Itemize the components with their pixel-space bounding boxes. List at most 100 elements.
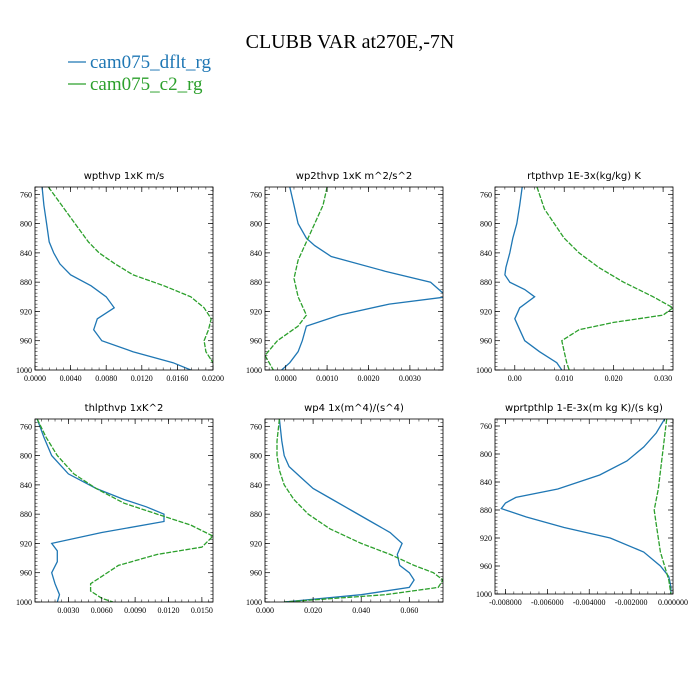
y-tick-label: 920	[20, 539, 32, 548]
y-tick-label: 960	[480, 337, 492, 346]
plot-frame	[494, 186, 674, 371]
plot-frame	[494, 418, 674, 595]
y-tick-label: 880	[480, 506, 492, 515]
y-tick-label: 920	[250, 307, 262, 316]
y-tick-label: 1000	[246, 598, 262, 607]
x-tick-label: -0.004000	[573, 598, 606, 607]
y-tick-label: 1000	[476, 366, 492, 375]
y-tick-label: 760	[20, 422, 32, 431]
y-tick-label: 920	[480, 307, 492, 316]
y-tick-label: 760	[250, 422, 262, 431]
y-tick-label: 800	[480, 450, 492, 459]
panel-title: thlpthvp 1xK^2	[85, 403, 164, 414]
x-tick-label: 0.020	[605, 374, 623, 383]
series-line-2	[276, 419, 443, 602]
y-tick-label: 880	[250, 510, 262, 519]
x-tick-label: 0.0080	[95, 374, 117, 383]
x-tick-label: -0.008000	[489, 598, 522, 607]
y-tick-label: 800	[250, 220, 262, 229]
y-tick-label: 840	[250, 481, 262, 490]
y-tick-label: 1000	[476, 590, 492, 599]
x-tick-label: 0.0040	[60, 374, 82, 383]
y-tick-label: 880	[250, 278, 262, 287]
y-tick-label: 800	[20, 220, 32, 229]
x-tick-label: 0.0120	[158, 606, 180, 615]
plot-frame	[264, 418, 444, 603]
x-tick-label: 0.0000	[275, 374, 297, 383]
y-tick-label: 840	[20, 481, 32, 490]
legend-label-1: cam075_dflt_rg	[90, 52, 212, 73]
series-line-2	[47, 187, 213, 365]
y-tick-label: 920	[20, 307, 32, 316]
x-tick-label: 0.010	[555, 374, 573, 383]
y-tick-label: 840	[480, 478, 492, 487]
series-line-1	[500, 419, 672, 594]
y-tick-label: 760	[480, 422, 492, 431]
y-tick-label: 960	[250, 337, 262, 346]
y-tick-label: 880	[20, 510, 32, 519]
chart-panel-2: wp2thvp 1xK m^2/s^2 760 800 840 880 920 960 100…	[246, 171, 444, 383]
y-tick-label: 880	[20, 278, 32, 287]
y-tick-label: 960	[250, 569, 262, 578]
y-tick-label: 840	[250, 249, 262, 258]
x-tick-label: 0.0000	[24, 374, 46, 383]
y-tick-label: 1000	[246, 366, 262, 375]
y-tick-label: 840	[20, 249, 32, 258]
y-tick-label: 960	[20, 569, 32, 578]
plot-frame	[34, 186, 214, 371]
x-tick-label: 0.0200	[202, 374, 224, 383]
legend-label-2: cam075_c2_rg	[90, 74, 203, 95]
panels: wpthvp 1xK m/s76080084088092096010000.00…	[16, 171, 688, 615]
y-tick-label: 960	[480, 562, 492, 571]
x-tick-label: 0.020	[304, 606, 322, 615]
x-tick-label: 0.000000	[658, 598, 688, 607]
x-tick-label: 0.00	[508, 374, 522, 383]
x-tick-label: -0.006000	[531, 598, 564, 607]
chart-panel-1: wpthvp 1xK m/s76080084088092096010000.00…	[16, 171, 224, 383]
chart-panel-4: thlpthvp 1xK^2 760 800 840 880 920 960 1000 0.00…	[16, 403, 214, 615]
legend: cam075_dflt_rg cam075_c2_rg	[68, 52, 212, 95]
series-line-1	[41, 187, 192, 370]
x-tick-label: 0.0160	[166, 374, 188, 383]
chart-panel-3: rtpthvp 1E-3x(kg/kg) K 760 800 840 880 920 960…	[476, 171, 674, 383]
series-line-1	[278, 419, 415, 602]
x-tick-label: 0.0120	[131, 374, 153, 383]
x-tick-label: 0.030	[654, 374, 672, 383]
panel-title: rtpthvp 1E-3x(kg/kg) K	[527, 171, 641, 182]
y-tick-label: 760	[480, 190, 492, 199]
series-line-2	[536, 187, 673, 370]
x-tick-label: 0.0020	[357, 374, 379, 383]
x-tick-label: 0.000	[256, 606, 274, 615]
x-tick-label: 0.0060	[91, 606, 113, 615]
y-tick-label: 760	[20, 190, 32, 199]
x-tick-label: 0.040	[352, 606, 370, 615]
y-tick-label: 1000	[16, 598, 32, 607]
x-tick-label: 0.060	[400, 606, 418, 615]
y-tick-label: 920	[480, 534, 492, 543]
panel-title: wpthvp 1xK m/s	[84, 171, 165, 182]
chart-panel-5: wp4 1x(m^4)/(s^4)76080084088092096010000…	[246, 403, 444, 615]
y-tick-label: 920	[250, 539, 262, 548]
y-tick-label: 800	[480, 220, 492, 229]
x-tick-label: 0.0030	[57, 606, 79, 615]
series-line-1	[281, 187, 443, 370]
series-line-1	[36, 419, 165, 602]
y-tick-label: 960	[20, 337, 32, 346]
series-line-1	[504, 187, 563, 370]
y-tick-label: 760	[250, 190, 262, 199]
y-tick-label: 1000	[16, 366, 32, 375]
x-tick-label: 0.0030	[399, 374, 421, 383]
figure-title: CLUBB VAR at270E,-7N	[246, 31, 455, 53]
x-tick-label: 0.0010	[316, 374, 338, 383]
series-line-2	[36, 419, 213, 602]
panel-title: wp2thvp 1xK m^2/s^2	[296, 171, 412, 182]
panel-title: wp4 1x(m^4)/(s^4)	[304, 403, 404, 414]
x-tick-label: 0.0090	[124, 606, 146, 615]
x-tick-label: -0.002000	[615, 598, 648, 607]
chart-panel-6: wprtpthlp 1-E-3x(m kg K)/(s kg) 760 800 840…	[476, 403, 688, 607]
plot-frame	[34, 418, 214, 603]
series-line-2	[653, 419, 672, 594]
y-tick-label: 840	[480, 249, 492, 258]
panel-title: wprtpthlp 1-E-3x(m kg K)/(s kg)	[505, 403, 663, 414]
